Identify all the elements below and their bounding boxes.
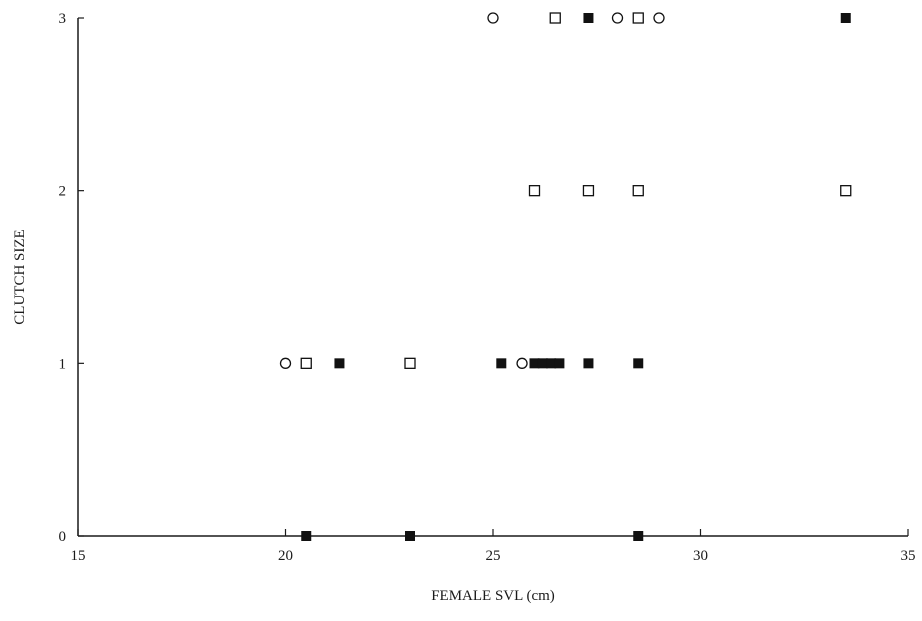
x-tick-label: 30 xyxy=(693,548,708,564)
filled-square-point xyxy=(583,358,594,369)
open-circle-point xyxy=(279,357,292,369)
filled-square-point xyxy=(537,358,548,369)
axes xyxy=(77,18,908,537)
open-circle-point xyxy=(487,12,499,24)
open-square-point xyxy=(549,12,561,24)
y-axis-title: CLUTCH SIZE xyxy=(12,229,28,324)
x-tick-label: 25 xyxy=(486,548,501,564)
x-tick-label: 15 xyxy=(71,548,86,564)
filled-square-point xyxy=(633,358,644,369)
y-tick-label: 1 xyxy=(59,356,67,372)
open-square-point xyxy=(632,12,644,24)
filled-square-point xyxy=(405,531,415,541)
y-tick-label: 0 xyxy=(59,529,67,545)
x-tick-label: 35 xyxy=(901,548,916,564)
filled-square-point xyxy=(840,13,851,23)
open-square-point xyxy=(582,185,595,197)
open-circle-point xyxy=(516,357,528,369)
x-axis-title: FEMALE SVL (cm) xyxy=(431,588,555,604)
y-tick-label: 3 xyxy=(59,11,67,27)
filled-square-point xyxy=(633,531,644,541)
filled-square-point xyxy=(496,358,507,369)
open-square-point xyxy=(528,185,541,197)
x-ticks: 15 20 25 30 35 xyxy=(71,529,916,564)
x-tick-label: 20 xyxy=(278,548,293,564)
filled-square-point xyxy=(301,531,312,541)
open-circle-point xyxy=(611,12,624,24)
open-square-point xyxy=(632,185,644,197)
filled-square-point xyxy=(583,13,594,23)
y-ticks: 0 1 2 3 xyxy=(59,11,84,545)
filled-square-point xyxy=(529,358,540,369)
data-markers xyxy=(279,12,852,541)
open-circle-point xyxy=(653,12,665,24)
open-square-point xyxy=(840,185,852,197)
filled-square-point xyxy=(554,358,565,369)
filled-square-point xyxy=(334,358,345,369)
y-tick-label: 2 xyxy=(59,184,67,200)
open-square-point xyxy=(404,357,416,369)
filled-square-point xyxy=(546,358,557,369)
open-square-point xyxy=(300,357,312,369)
